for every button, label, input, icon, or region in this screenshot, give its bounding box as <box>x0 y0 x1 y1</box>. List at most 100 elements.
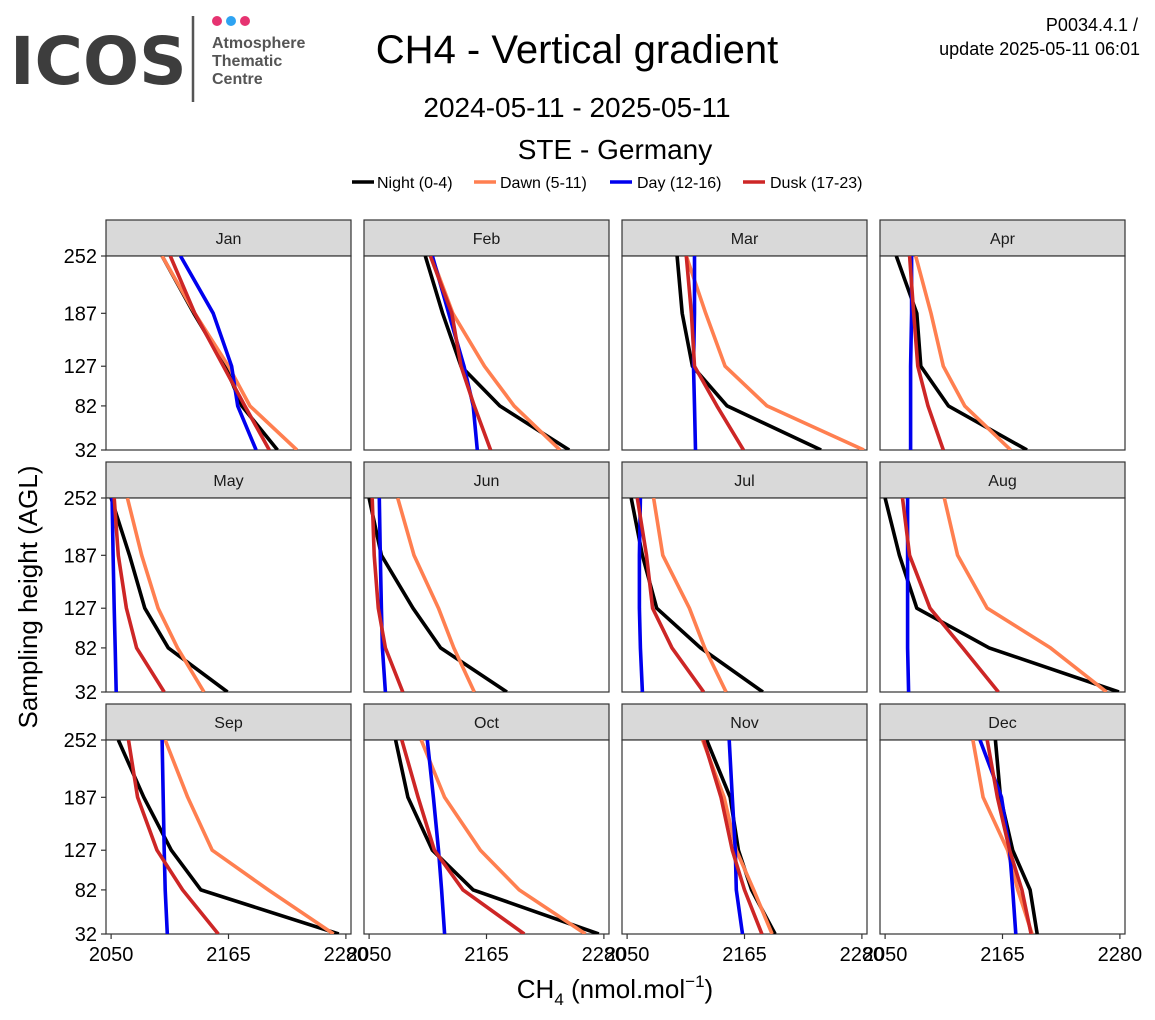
series-line-dusk <box>168 256 271 450</box>
series-line-night <box>993 740 1039 934</box>
x-tick-label: 2050 <box>89 944 134 966</box>
panel-strip <box>879 219 1126 257</box>
panel-strip-label: Feb <box>473 231 501 248</box>
logo-wordmark: ICOS <box>10 23 187 100</box>
chart-station: STE - Germany <box>518 134 712 165</box>
panel-strip <box>363 703 610 741</box>
panel-nov: Nov 2050 2165 2280 <box>605 703 885 966</box>
panel-strip-label: Sep <box>214 715 243 732</box>
panel-series <box>160 256 299 450</box>
panel-plot-area <box>621 739 868 935</box>
series-line-night <box>393 740 600 934</box>
panel-mar: Mar <box>621 219 868 451</box>
series-line-dawn <box>684 256 865 450</box>
x-tick-label: 2280 <box>582 944 627 966</box>
x-tick-label: 2050 <box>863 944 908 966</box>
y-tick-label: 127 <box>64 598 97 620</box>
logo-dot <box>212 16 222 26</box>
panel-strip-label: Apr <box>990 231 1016 248</box>
y-tick-label: 82 <box>75 638 97 660</box>
series-line-night <box>883 498 1120 692</box>
y-tick-label: 32 <box>75 924 97 946</box>
panel-jul: Jul <box>621 461 868 693</box>
panel-strip-label: Jan <box>216 231 242 248</box>
series-line-dawn <box>971 740 1034 934</box>
logo-line-centre: Centre <box>212 71 263 88</box>
panel-plot-area <box>621 497 868 693</box>
y-tick-label: 82 <box>75 880 97 902</box>
x-tick-label: 2280 <box>840 944 885 966</box>
series-line-day <box>425 740 447 934</box>
legend-item-night: Night (0-4) <box>352 175 453 192</box>
chart-title: CH4 - Vertical gradient <box>376 28 778 72</box>
legend-item-day: Day (12-16) <box>610 175 721 192</box>
x-tick-label: 2050 <box>347 944 392 966</box>
x-tick-label: 2165 <box>206 944 251 966</box>
legend-item-dusk: Dusk (17-23) <box>743 175 862 192</box>
x-tick-label: 2165 <box>980 944 1025 966</box>
series-line-day <box>727 740 745 934</box>
panel-oct: Oct 2050 2165 2280 <box>347 703 627 966</box>
logo-line-thematic: Thematic <box>212 53 282 70</box>
version-label: P0034.4.1 / <box>1046 15 1138 35</box>
y-tick-label: 32 <box>75 440 97 462</box>
panel-plot-area <box>879 497 1126 693</box>
y-tick-label: 32 <box>75 682 97 704</box>
series-line-dusk <box>701 740 764 934</box>
y-tick-label: 127 <box>64 356 97 378</box>
panel-jun: Jun <box>363 461 610 693</box>
panel-strip-label: Jun <box>474 473 500 490</box>
x-tick-label: 2050 <box>605 944 650 966</box>
logo-dot <box>240 16 250 26</box>
panel-series <box>883 498 1120 692</box>
panel-strip <box>363 461 610 499</box>
panel-strip-label: Dec <box>988 715 1016 732</box>
legend-label: Dusk (17-23) <box>770 175 862 192</box>
series-line-day <box>110 498 118 692</box>
series-line-dawn <box>419 740 587 934</box>
legend: Night (0-4) Dawn (5-11) Day (12-16) Dusk (1… <box>352 175 862 192</box>
series-line-day <box>178 256 258 450</box>
series-line-night <box>367 498 508 692</box>
legend-label: Dawn (5-11) <box>500 175 587 192</box>
panel-strip-label: May <box>213 473 243 490</box>
panel-plot-area <box>363 739 610 935</box>
series-line-day <box>637 498 645 692</box>
panel-series <box>971 740 1039 934</box>
panel-strip <box>363 219 610 257</box>
panel-series <box>894 256 1028 450</box>
x-tick-label: 2165 <box>722 944 767 966</box>
series-line-dawn <box>942 498 1108 692</box>
y-tick-label: 187 <box>64 787 97 809</box>
series-line-dusk <box>126 740 220 934</box>
facet-panels: Jan 32 82 127 187 252 Feb Mar Apr May 32 82 127 187 25… <box>64 219 1142 966</box>
series-line-day <box>377 498 388 692</box>
x-tick-label: 2165 <box>464 944 509 966</box>
panel-strip <box>621 461 868 499</box>
panel-plot-area <box>363 255 610 451</box>
panel-plot-area <box>621 255 868 451</box>
panel-strip <box>621 219 868 257</box>
icos-logo: ICOS Atmosphere Thematic Centre <box>10 16 305 102</box>
panel-plot-area <box>105 497 352 693</box>
panel-strip <box>105 219 352 257</box>
series-line-dusk <box>428 256 493 450</box>
panel-series <box>700 740 777 934</box>
y-tick-label: 82 <box>75 396 97 418</box>
x-tick-label: 2280 <box>324 944 369 966</box>
y-tick-label: 252 <box>64 730 97 752</box>
series-line-dusk <box>400 740 526 934</box>
panel-series <box>393 740 600 934</box>
series-line-dusk <box>900 498 1000 692</box>
series-line-dawn <box>160 256 299 450</box>
panel-series <box>109 498 229 692</box>
panel-series <box>367 498 508 692</box>
panel-plot-area <box>105 739 352 935</box>
panel-aug: Aug <box>879 461 1126 693</box>
panel-apr: Apr <box>879 219 1126 451</box>
series-line-dusk <box>112 498 166 692</box>
legend-item-dawn: Dawn (5-11) <box>474 175 587 192</box>
y-tick-label: 127 <box>64 840 97 862</box>
series-line-dawn <box>913 256 1012 450</box>
